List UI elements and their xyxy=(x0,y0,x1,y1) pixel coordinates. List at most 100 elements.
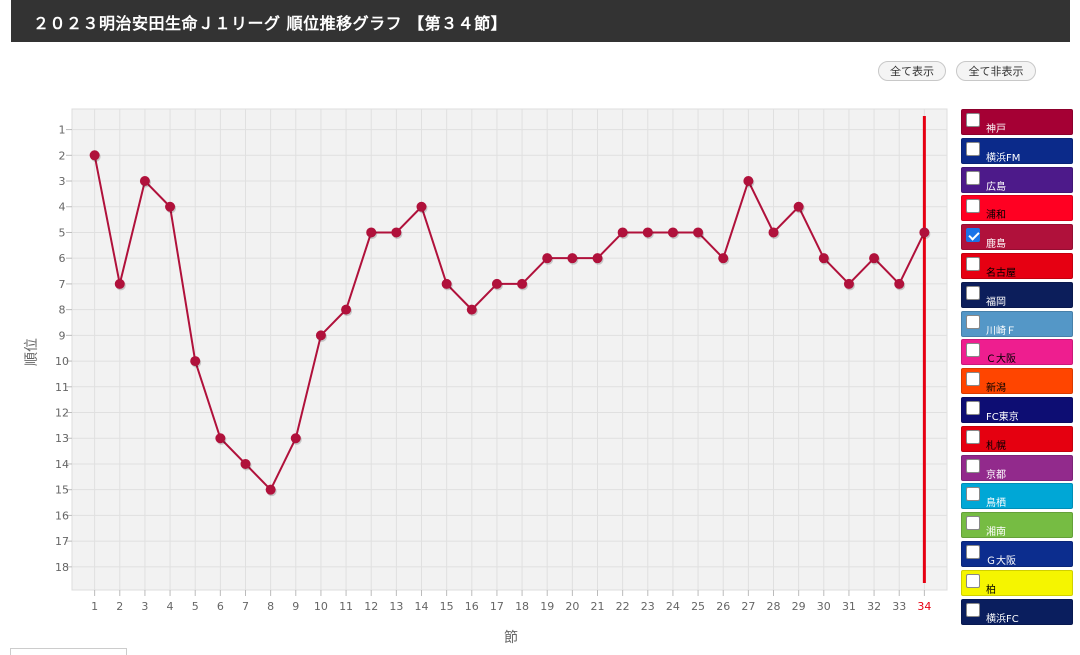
data-point[interactable] xyxy=(894,278,905,289)
data-point[interactable] xyxy=(542,253,553,264)
data-point[interactable] xyxy=(290,433,301,444)
x-tick-label: 6 xyxy=(217,600,224,613)
x-tick-label: 13 xyxy=(389,600,403,613)
data-point[interactable] xyxy=(190,356,201,367)
legend-label: 鹿島 xyxy=(986,239,1006,251)
legend-item[interactable]: 京都 xyxy=(961,454,1073,481)
y-tick-label: 7 xyxy=(59,278,66,291)
x-tick-label: 18 xyxy=(515,600,529,613)
data-point[interactable] xyxy=(139,176,150,187)
legend-item[interactable]: 湘南 xyxy=(961,512,1073,539)
x-tick-label: 19 xyxy=(540,600,554,613)
data-point[interactable] xyxy=(793,201,804,212)
legend-item[interactable]: 福岡 xyxy=(961,281,1073,308)
data-point[interactable] xyxy=(89,150,100,161)
legend-checkbox[interactable] xyxy=(966,141,980,156)
y-tick-label: 14 xyxy=(55,458,69,471)
legend-item[interactable]: 広島 xyxy=(961,166,1073,193)
data-point[interactable] xyxy=(391,227,402,238)
legend-item[interactable]: 柏 xyxy=(961,569,1073,596)
data-point[interactable] xyxy=(441,278,452,289)
data-point[interactable] xyxy=(642,227,653,238)
x-tick-label: 22 xyxy=(616,600,630,613)
legend-checkbox[interactable] xyxy=(966,228,980,243)
legend-item[interactable]: FC東京 xyxy=(961,396,1073,423)
data-point[interactable] xyxy=(843,278,854,289)
data-point[interactable] xyxy=(693,227,704,238)
data-point[interactable] xyxy=(818,253,829,264)
data-point[interactable] xyxy=(341,304,352,315)
y-tick-label: 17 xyxy=(55,535,69,548)
hide-all-button[interactable]: 全て非表示 xyxy=(956,61,1036,81)
legend-checkbox[interactable] xyxy=(966,487,980,502)
data-point[interactable] xyxy=(768,227,779,238)
data-point[interactable] xyxy=(240,458,251,469)
legend-checkbox[interactable] xyxy=(966,429,980,444)
legend-item[interactable]: 名古屋 xyxy=(961,252,1073,279)
x-tick-label: 7 xyxy=(242,600,249,613)
legend-item[interactable]: 浦和 xyxy=(961,195,1073,222)
data-point[interactable] xyxy=(114,278,125,289)
legend-checkbox[interactable] xyxy=(966,573,980,588)
x-tick-label: 3 xyxy=(141,600,148,613)
data-point[interactable] xyxy=(315,330,326,341)
data-point[interactable] xyxy=(567,253,578,264)
y-tick-label: 2 xyxy=(59,149,66,162)
x-tick-label: 9 xyxy=(292,600,299,613)
x-tick-label: 34 xyxy=(917,600,931,613)
data-point[interactable] xyxy=(215,433,226,444)
legend-item[interactable]: 鹿島 xyxy=(961,224,1073,251)
x-tick-label: 8 xyxy=(267,600,274,613)
legend-checkbox[interactable] xyxy=(966,400,980,415)
data-point[interactable] xyxy=(165,201,176,212)
legend-item[interactable]: Ｇ大阪 xyxy=(961,540,1073,567)
legend-checkbox[interactable] xyxy=(966,602,980,617)
team-legend: 神戸横浜FM 広島 浦和鹿島 名古屋 福岡川崎Ｆ Ｃ大阪新潟 FC東京 札幌京都鳥栖 湘南 Ｇ大阪… xyxy=(961,109,1073,627)
legend-item[interactable]: 新潟 xyxy=(961,368,1073,395)
data-point[interactable] xyxy=(869,253,880,264)
data-point[interactable] xyxy=(617,227,628,238)
legend-item[interactable]: 横浜FM xyxy=(961,137,1073,164)
legend-item[interactable]: 横浜FC xyxy=(961,598,1073,625)
data-point[interactable] xyxy=(919,227,930,238)
x-tick-label: 30 xyxy=(817,600,831,613)
data-point[interactable] xyxy=(592,253,603,264)
data-point[interactable] xyxy=(667,227,678,238)
legend-item[interactable]: 神戸 xyxy=(961,109,1073,135)
legend-item[interactable]: 鳥栖 xyxy=(961,483,1073,510)
y-axis-label: 順位 xyxy=(24,338,40,366)
x-tick-label: 26 xyxy=(716,600,730,613)
legend-checkbox[interactable] xyxy=(966,314,980,329)
legend-label: Ｃ大阪 xyxy=(986,354,1016,366)
legend-item[interactable]: Ｃ大阪 xyxy=(961,339,1073,366)
data-point[interactable] xyxy=(265,484,276,495)
legend-checkbox[interactable] xyxy=(966,516,980,531)
legend-checkbox[interactable] xyxy=(966,343,980,358)
legend-item[interactable]: 札幌 xyxy=(961,425,1073,452)
legend-label: 新潟 xyxy=(986,383,1006,395)
x-tick-label: 24 xyxy=(666,600,680,613)
legend-checkbox[interactable] xyxy=(966,199,980,214)
data-point[interactable] xyxy=(517,278,528,289)
data-point[interactable] xyxy=(718,253,729,264)
legend-checkbox[interactable] xyxy=(966,458,980,473)
legend-label: 京都 xyxy=(986,469,1006,481)
data-point[interactable] xyxy=(416,201,427,212)
legend-item[interactable]: 川崎Ｆ xyxy=(961,310,1073,337)
legend-checkbox[interactable] xyxy=(966,372,980,387)
legend-label: 川崎Ｆ xyxy=(986,325,1016,337)
legend-checkbox[interactable] xyxy=(966,285,980,300)
data-point[interactable] xyxy=(366,227,377,238)
legend-checkbox[interactable] xyxy=(966,256,980,271)
data-point[interactable] xyxy=(743,176,754,187)
y-tick-label: 10 xyxy=(55,355,69,368)
legend-checkbox[interactable] xyxy=(966,113,980,127)
x-tick-label: 11 xyxy=(339,600,353,613)
legend-checkbox[interactable] xyxy=(966,170,980,185)
data-point[interactable] xyxy=(491,278,502,289)
legend-checkbox[interactable] xyxy=(966,544,980,559)
show-all-button[interactable]: 全て表示 xyxy=(878,61,946,81)
data-point[interactable] xyxy=(466,304,477,315)
legend-label: 神戸 xyxy=(986,124,1006,135)
legend-label: 横浜FC xyxy=(986,613,1019,625)
